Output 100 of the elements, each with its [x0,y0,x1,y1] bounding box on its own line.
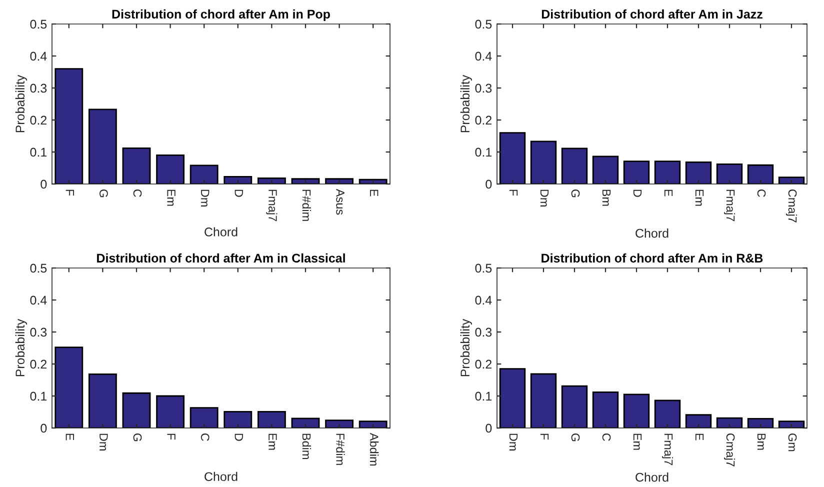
bar [291,418,320,428]
x-tick-label: C [133,189,142,197]
y-tick-label: 0.5 [475,264,492,273]
x-tick-label: Em [695,190,704,206]
bar [224,176,252,184]
bar [685,162,712,184]
y-tick-label: 0.1 [475,392,492,401]
x-axis-title: Chord [204,227,238,236]
chart-title: Distribution of chord after Am in R&B [542,253,763,263]
bar [530,140,557,184]
y-tick-label: 0.1 [30,148,47,157]
y-tick-label: 0.1 [475,148,492,157]
bar [122,392,151,428]
bar [325,178,354,184]
bar [54,346,84,428]
bar [592,391,619,428]
y-axis-title: Probability [15,74,27,132]
x-tick-label: D [234,190,243,197]
bar [88,108,117,184]
bar [358,420,388,428]
x-tick-label: C [757,189,766,197]
y-tick-label: 0.4 [475,296,492,305]
x-tick-label: Cmaj7 [724,433,735,466]
bar [190,407,218,428]
y-tick-label: 0.1 [30,392,47,401]
bar [88,374,117,428]
bar [325,420,354,428]
y-tick-label: 0 [40,424,47,433]
y-tick-label: 0.4 [30,52,47,61]
x-axis-title: Chord [204,472,238,482]
x-tick-label: Cmaj7 [786,189,797,222]
x-tick-label: F [509,190,518,196]
x-tick-label: Dm [509,434,518,450]
x-tick-label: F [167,434,176,440]
y-tick-label: 0 [486,424,492,433]
y-tick-label: 0.2 [30,360,47,369]
x-tick-label: E [370,190,378,196]
x-tick-label: Bdim [302,434,311,459]
x-tick-label: G [571,433,580,442]
bar [778,420,805,428]
y-tick-label: 0.3 [475,84,492,93]
y-tick-label: 0.3 [475,328,492,337]
bar [122,147,151,184]
x-tick-label: Em [633,434,642,450]
x-tick-label: G [133,433,142,442]
bar [530,373,557,428]
x-tick-label: Dm [201,190,210,206]
x-tick-label: F#dim [302,190,311,221]
x-tick-label: Fmaj7 [662,434,673,466]
x-tick-label: F#dim [336,434,345,465]
x-axis-title: Chord [636,472,668,482]
bar [190,164,218,184]
x-tick-label: G [100,189,108,198]
bar [747,418,774,428]
bar [716,163,743,184]
bar [654,160,681,184]
bar [358,178,388,184]
x-tick-label: Dm [100,434,108,450]
bar [561,148,588,184]
bar [778,176,805,184]
x-tick-label: E [66,434,74,440]
x-tick-label: E [664,190,673,196]
y-axis-title: Probability [460,318,472,376]
x-tick-label: Em [167,190,176,206]
x-tick-label: D [234,434,243,441]
x-tick-label: Dm [540,190,549,206]
x-tick-label: C [602,433,611,441]
y-tick-label: 0.2 [475,360,492,369]
y-tick-label: 0 [486,180,492,189]
bar [561,385,588,428]
y-axis-title: Probability [15,318,27,376]
bar [499,132,526,184]
bar [716,417,743,428]
bar [685,414,712,428]
bar [499,368,526,428]
bar [623,394,650,428]
x-tick-label: Gm [788,433,797,452]
y-tick-label: 0.2 [475,116,492,125]
y-tick-label: 0.5 [30,264,47,273]
chart-title: Distribution of chord after Am in Pop [112,9,330,22]
y-tick-label: 0.5 [30,20,47,29]
x-tick-label: E [695,434,704,440]
y-tick-label: 0.5 [475,20,492,29]
x-tick-label: Bm [602,190,611,206]
bar [257,410,286,428]
x-tick-label: Fmaj7 [266,190,278,222]
bar [156,395,185,428]
x-tick-label: D [633,190,642,197]
bar [156,154,185,184]
bar [257,178,286,184]
y-tick-label: 0.4 [30,296,47,305]
y-tick-label: 0.3 [30,84,47,93]
bar [747,164,774,184]
x-tick-label: G [571,189,580,198]
bar [54,68,84,184]
y-tick-label: 0.2 [30,116,47,125]
bar [291,178,320,184]
x-tick-label: Em [268,434,277,450]
y-axis-title: Probability [460,74,472,132]
x-tick-label: Bm [757,434,766,450]
